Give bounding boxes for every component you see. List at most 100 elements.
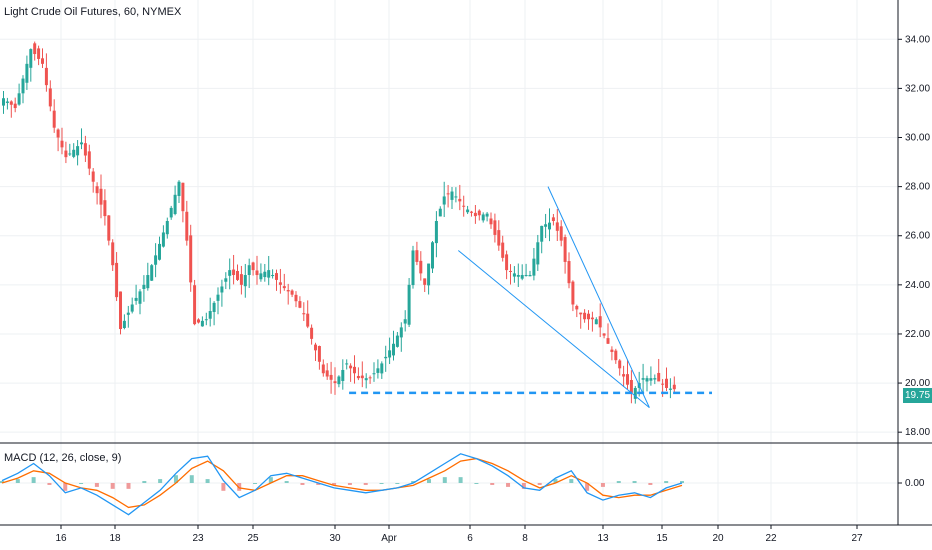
candle-body xyxy=(224,278,228,282)
candle-body xyxy=(477,210,481,216)
candle-body xyxy=(454,196,458,198)
candle-body xyxy=(571,281,575,305)
macd-histogram-bar xyxy=(316,483,321,485)
candle-body xyxy=(60,140,64,148)
macd-histogram-bar xyxy=(600,483,605,487)
macd-histogram-bar xyxy=(268,477,273,483)
macd-histogram-bar xyxy=(648,483,653,485)
x-tick-label: 6 xyxy=(467,533,473,544)
candle-body xyxy=(548,222,551,230)
candle-body xyxy=(540,225,544,242)
macd-histogram-bar xyxy=(253,483,258,484)
candle-body xyxy=(325,370,329,377)
macd-histogram-bar xyxy=(506,483,511,487)
candle-body xyxy=(17,93,21,105)
candle-body xyxy=(9,101,13,105)
candle-body xyxy=(138,291,142,304)
candle-body xyxy=(466,209,470,213)
candle-body xyxy=(399,327,403,338)
candle-body xyxy=(232,269,236,276)
y-tick-label: 24.00 xyxy=(905,280,930,291)
candle-body xyxy=(197,319,200,323)
candle-body xyxy=(243,275,247,287)
candle-body xyxy=(290,290,294,295)
candle-body xyxy=(505,254,509,271)
candle-body xyxy=(154,255,158,265)
candle-body xyxy=(251,262,255,271)
macd-histogram-bar xyxy=(15,479,20,483)
x-tick-label: 20 xyxy=(712,533,724,544)
candle-body xyxy=(633,387,637,399)
candle-body xyxy=(473,212,477,217)
macd-histogram-bar xyxy=(300,483,305,485)
candle-body xyxy=(590,317,594,320)
candle-body xyxy=(115,262,119,298)
candle-body xyxy=(665,378,668,388)
candle-body xyxy=(72,149,76,157)
candle-body xyxy=(200,320,204,327)
y-tick-label: 32.00 xyxy=(905,83,930,94)
y-tick-label: 34.00 xyxy=(905,34,930,45)
candle-body xyxy=(345,363,349,365)
candle-body xyxy=(368,377,372,379)
candle-body xyxy=(56,129,60,138)
candle-body xyxy=(544,224,548,227)
candle-body xyxy=(111,242,115,266)
candle-body xyxy=(481,214,485,221)
candle-body xyxy=(563,237,567,262)
candle-body xyxy=(165,221,169,235)
candle-body xyxy=(239,274,243,285)
y-tick-label: 28.00 xyxy=(905,182,930,193)
x-tick-label: Apr xyxy=(381,533,397,544)
macd-histogram-bar xyxy=(332,483,337,485)
candle-body xyxy=(329,374,333,380)
macd-histogram-bar xyxy=(158,479,163,483)
candle-body xyxy=(267,270,271,278)
macd-histogram-bar xyxy=(237,483,242,491)
candle-body xyxy=(2,98,5,106)
candle-body xyxy=(13,103,17,109)
candle-body xyxy=(130,304,134,312)
macd-indicator-label[interactable]: MACD (12, 26, close, 9) xyxy=(4,452,122,464)
candle-body xyxy=(302,313,306,315)
candle-body xyxy=(259,273,263,280)
macd-histogram-bar xyxy=(79,483,84,484)
candle-body xyxy=(87,151,91,169)
macd-histogram-bar xyxy=(553,479,558,483)
candle-body xyxy=(220,286,224,293)
candle-body xyxy=(5,101,9,103)
candle-body xyxy=(25,63,29,83)
x-tick-label: 30 xyxy=(329,533,341,544)
macd-signal-line xyxy=(1,457,683,509)
x-tick-label: 15 xyxy=(656,533,668,544)
trendline xyxy=(457,250,650,409)
last-price-badge: 19.75 xyxy=(903,388,932,403)
macd-histogram-bar xyxy=(31,477,36,483)
candle-body xyxy=(193,285,197,325)
macd-histogram-bar xyxy=(664,481,669,483)
candle-body xyxy=(649,378,653,381)
candle-body xyxy=(598,316,602,328)
candle-body xyxy=(555,222,559,231)
candle-body xyxy=(64,150,68,158)
macd-histogram-bar xyxy=(426,479,431,483)
candle-body xyxy=(107,215,111,241)
candle-body xyxy=(282,286,286,289)
candle-body xyxy=(438,208,442,217)
candle-body xyxy=(169,207,173,218)
macd-histogram-bar xyxy=(347,483,352,485)
candle-body xyxy=(189,235,193,283)
macd-histogram-bar xyxy=(585,483,590,491)
macd-histogram-bar xyxy=(221,483,226,491)
candle-body xyxy=(509,270,512,272)
macd-histogram-bar xyxy=(47,483,52,485)
macd-histogram-bar xyxy=(173,475,178,483)
macd-histogram-bar xyxy=(537,483,542,485)
x-tick-label: 16 xyxy=(55,533,67,544)
candle-body xyxy=(442,196,446,205)
candle-body xyxy=(21,78,25,94)
candle-body xyxy=(427,263,431,286)
candles xyxy=(2,41,676,404)
